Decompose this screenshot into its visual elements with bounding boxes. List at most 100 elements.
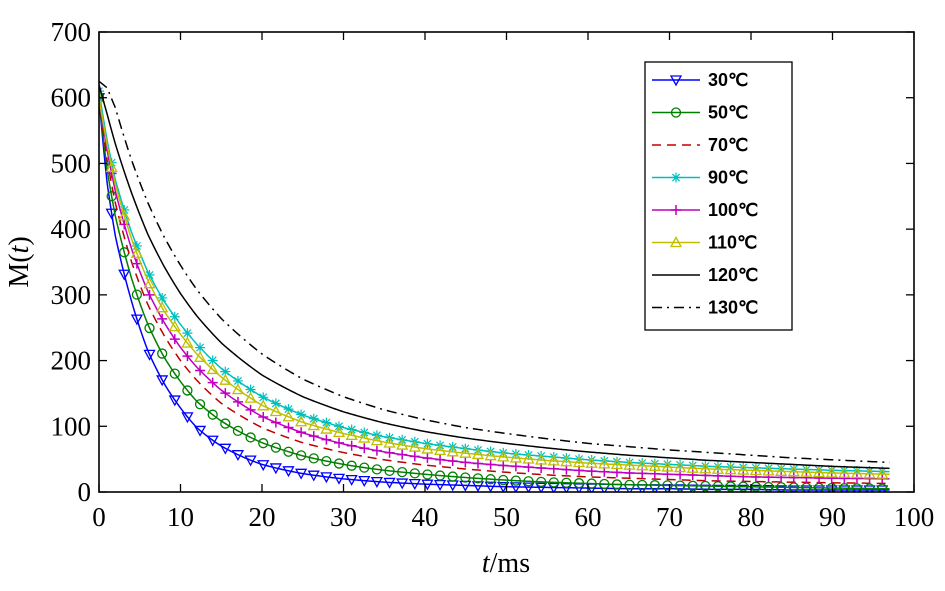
data-point bbox=[321, 417, 332, 428]
data-point bbox=[143, 277, 156, 289]
legend-item: 30℃ bbox=[652, 70, 748, 90]
data-point bbox=[157, 348, 168, 359]
data-point bbox=[573, 478, 585, 489]
data-point bbox=[296, 409, 307, 420]
data-point bbox=[825, 466, 838, 478]
data-point bbox=[308, 431, 319, 442]
y-tick-label: 0 bbox=[78, 477, 92, 507]
data-point bbox=[143, 349, 156, 361]
legend-item: 110℃ bbox=[652, 233, 757, 253]
data-point bbox=[648, 459, 661, 471]
data-point bbox=[131, 240, 142, 251]
data-point bbox=[270, 398, 281, 409]
legend-label: 50℃ bbox=[708, 103, 748, 123]
data-point bbox=[370, 476, 384, 488]
data-point bbox=[157, 292, 168, 303]
data-point bbox=[195, 365, 206, 376]
data-point bbox=[826, 465, 837, 476]
data-point bbox=[433, 444, 447, 456]
data-point bbox=[497, 450, 510, 462]
y-tick-label: 500 bbox=[51, 148, 92, 178]
data-point bbox=[826, 482, 837, 492]
data-point bbox=[257, 399, 270, 411]
legend-label: 100℃ bbox=[708, 200, 758, 220]
data-point bbox=[749, 464, 762, 476]
data-point bbox=[220, 418, 231, 429]
data-point bbox=[750, 462, 761, 473]
data-point bbox=[661, 460, 674, 472]
y-tick-label: 400 bbox=[51, 214, 92, 244]
data-point bbox=[459, 446, 472, 458]
data-point bbox=[737, 463, 750, 475]
data-point bbox=[220, 388, 231, 399]
data-point bbox=[157, 313, 168, 324]
series-1 bbox=[99, 93, 890, 492]
x-tick-label: 10 bbox=[167, 502, 194, 532]
data-point bbox=[409, 451, 420, 462]
data-point bbox=[850, 467, 864, 479]
data-point bbox=[383, 436, 396, 448]
data-point bbox=[547, 454, 560, 466]
data-point bbox=[282, 466, 295, 478]
data-point bbox=[851, 473, 862, 484]
data-point bbox=[169, 368, 180, 379]
data-point bbox=[384, 447, 395, 458]
data-point bbox=[282, 410, 295, 422]
data-point bbox=[624, 479, 635, 490]
y-tick-label: 100 bbox=[51, 411, 92, 441]
data-point bbox=[194, 399, 206, 410]
data-point bbox=[269, 405, 282, 417]
data-point bbox=[231, 450, 245, 462]
data-point bbox=[839, 483, 850, 492]
data-point bbox=[245, 432, 256, 443]
data-point bbox=[687, 480, 698, 491]
legend-label: 70℃ bbox=[708, 135, 748, 155]
y-tick-label: 600 bbox=[51, 83, 92, 113]
data-point bbox=[762, 485, 775, 492]
data-point bbox=[232, 425, 244, 437]
series-line bbox=[99, 97, 890, 485]
data-point bbox=[763, 463, 774, 474]
data-point bbox=[358, 476, 371, 487]
data-point bbox=[270, 417, 281, 428]
data-point bbox=[560, 483, 573, 492]
data-point bbox=[270, 442, 282, 453]
data-point bbox=[725, 481, 736, 492]
data-point bbox=[497, 481, 510, 492]
data-point bbox=[193, 350, 207, 362]
data-point bbox=[523, 476, 534, 487]
series-3 bbox=[99, 97, 890, 485]
data-point bbox=[370, 434, 384, 446]
data-point bbox=[851, 483, 863, 492]
data-point bbox=[800, 465, 813, 477]
data-point bbox=[169, 334, 180, 345]
data-point bbox=[422, 453, 433, 464]
data-point bbox=[712, 470, 723, 481]
data-point bbox=[801, 464, 812, 475]
data-point bbox=[447, 456, 458, 467]
data-point bbox=[864, 483, 875, 492]
data-point bbox=[346, 440, 357, 451]
data-point bbox=[396, 438, 409, 450]
legend-item: 70℃ bbox=[652, 135, 748, 155]
data-point bbox=[156, 375, 169, 387]
legend-item: 130℃ bbox=[652, 298, 758, 318]
data-point bbox=[700, 461, 711, 472]
data-point bbox=[169, 311, 180, 322]
data-point bbox=[269, 463, 282, 475]
data-point bbox=[509, 482, 522, 492]
data-point bbox=[168, 320, 181, 332]
data-point bbox=[825, 485, 838, 492]
data-point bbox=[346, 460, 357, 471]
data-point bbox=[409, 468, 420, 479]
data-point bbox=[812, 485, 826, 492]
x-tick-label: 0 bbox=[92, 502, 106, 532]
data-point bbox=[371, 464, 383, 475]
data-point bbox=[195, 342, 206, 353]
data-point bbox=[258, 392, 269, 403]
data-point bbox=[599, 455, 610, 466]
data-point bbox=[283, 422, 294, 433]
data-point bbox=[700, 470, 711, 481]
data-point bbox=[383, 477, 396, 489]
data-point bbox=[118, 269, 131, 281]
